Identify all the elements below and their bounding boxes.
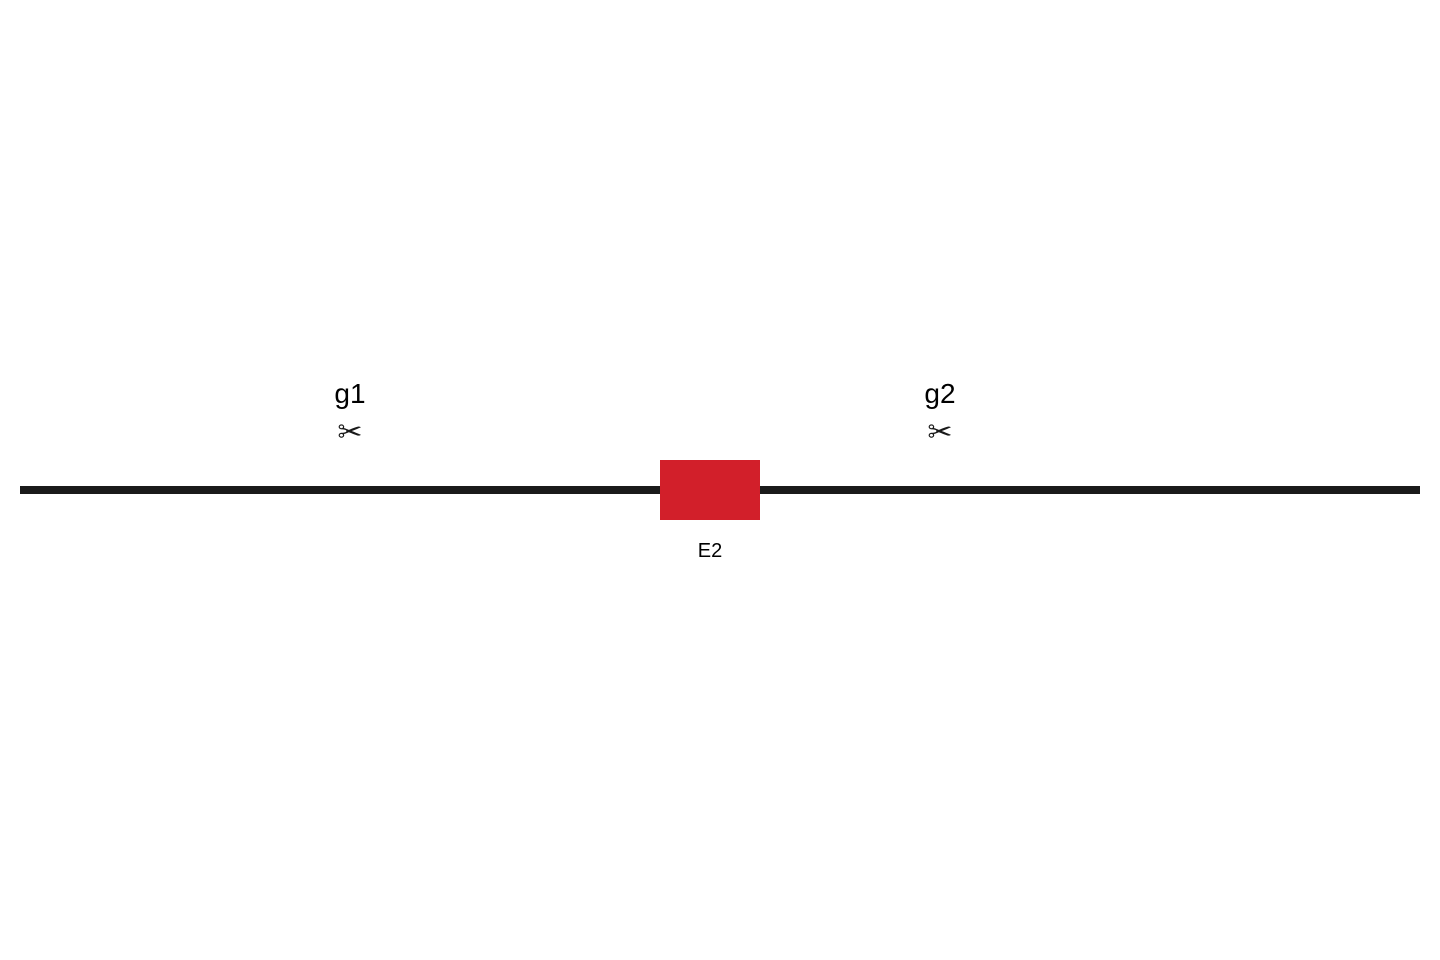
exon-box <box>660 460 760 520</box>
cut-site-label-g1: g1 <box>334 378 365 410</box>
exon-label: E2 <box>698 540 722 563</box>
gene-diagram: E2 g1 ✂ g2 ✂ <box>0 0 1440 960</box>
cut-site-label-g2: g2 <box>924 378 955 410</box>
scissors-icon: ✂ <box>337 418 362 448</box>
scissors-icon: ✂ <box>927 418 952 448</box>
